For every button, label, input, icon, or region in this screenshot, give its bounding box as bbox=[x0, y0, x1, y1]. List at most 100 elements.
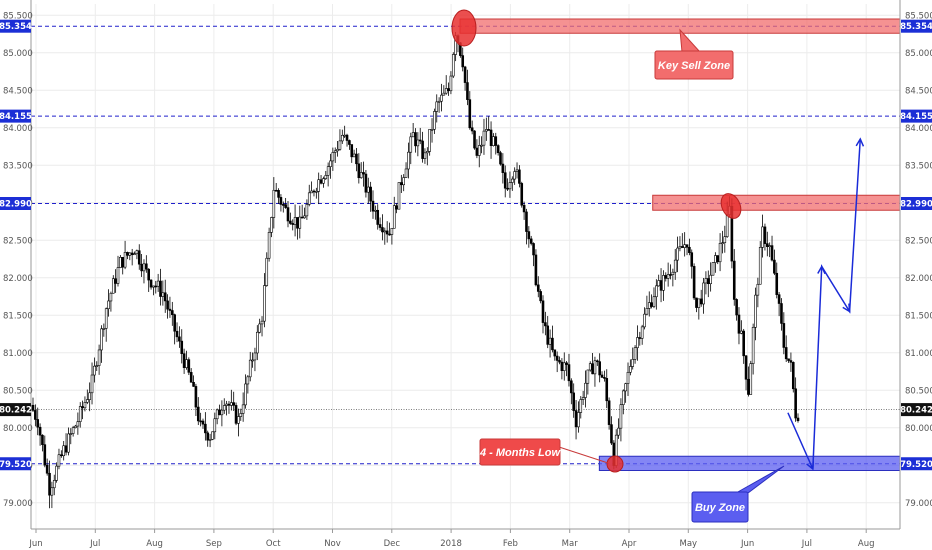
candle-body bbox=[676, 247, 679, 261]
candle-body bbox=[331, 152, 335, 162]
candle-body bbox=[43, 444, 47, 466]
candle-body bbox=[629, 366, 632, 373]
candle-body bbox=[536, 284, 540, 292]
candle-body bbox=[442, 92, 446, 96]
candle-body bbox=[272, 189, 276, 218]
candle-body bbox=[690, 252, 694, 267]
candle-body bbox=[36, 419, 40, 428]
candle-body bbox=[114, 278, 117, 284]
candle-body bbox=[147, 268, 150, 281]
y-tick-label-left: 80.500 bbox=[3, 386, 33, 396]
callout-box bbox=[654, 50, 734, 80]
candle-body bbox=[621, 390, 625, 405]
candle-body bbox=[485, 129, 488, 132]
candle-body bbox=[678, 246, 682, 249]
last-price-badge-right bbox=[901, 403, 932, 417]
candle-body bbox=[119, 256, 122, 268]
candle-body bbox=[716, 255, 720, 263]
callout-box bbox=[691, 491, 749, 523]
candle-body bbox=[529, 238, 533, 244]
candle-body bbox=[593, 360, 597, 375]
candle-body bbox=[185, 359, 188, 368]
candle-body bbox=[128, 252, 132, 256]
candle-body bbox=[683, 244, 686, 248]
candle-body bbox=[201, 420, 205, 425]
candle-body bbox=[640, 326, 644, 339]
candle-body bbox=[513, 171, 516, 180]
candle-body bbox=[461, 55, 465, 68]
candle-body bbox=[506, 187, 509, 190]
y-tick-label-left: 81.000 bbox=[3, 349, 33, 359]
candle-body bbox=[539, 291, 542, 302]
candle-body bbox=[725, 214, 729, 237]
candle-body bbox=[284, 204, 287, 208]
candle-body bbox=[673, 259, 677, 273]
candle-body bbox=[574, 410, 578, 428]
candle-body bbox=[780, 303, 783, 324]
candle-body bbox=[152, 285, 155, 288]
candle-body bbox=[586, 369, 590, 384]
candle-body bbox=[62, 445, 65, 457]
candle-body bbox=[551, 337, 554, 351]
y-tick-label-right: 82.000 bbox=[905, 274, 932, 284]
level-badge-left bbox=[0, 197, 31, 210]
candle-body bbox=[570, 380, 573, 394]
candle-body bbox=[97, 349, 101, 366]
candle-body bbox=[664, 275, 668, 279]
candle-body bbox=[652, 296, 656, 307]
level-badge-left-text: 82.990 bbox=[0, 200, 32, 210]
candle-body bbox=[428, 129, 431, 152]
candle-body bbox=[525, 211, 528, 232]
candle-body bbox=[501, 163, 505, 173]
candle-body bbox=[579, 399, 583, 413]
candle-body bbox=[473, 130, 476, 149]
y-tick-label-left: 84.500 bbox=[3, 86, 33, 96]
candle-body bbox=[409, 136, 413, 153]
candle-body bbox=[697, 298, 701, 308]
level-badge-right bbox=[901, 19, 932, 33]
candle-body bbox=[93, 365, 96, 376]
price-zones bbox=[459, 18, 901, 471]
candle-body bbox=[343, 134, 346, 137]
y-tick-label-right: 85.500 bbox=[905, 11, 932, 21]
candle-body bbox=[322, 178, 325, 184]
candle-body bbox=[213, 418, 217, 433]
x-tick-label: Dec bbox=[384, 539, 401, 549]
candle-body bbox=[107, 300, 110, 310]
candle-body bbox=[317, 179, 320, 192]
candle-body bbox=[515, 169, 519, 172]
candle-body bbox=[617, 427, 620, 436]
candle-body bbox=[45, 464, 49, 474]
x-tick-label: Aug bbox=[858, 539, 875, 549]
candle-body bbox=[411, 132, 415, 138]
candle-body bbox=[477, 145, 481, 156]
candle-body bbox=[520, 183, 524, 206]
markers bbox=[451, 9, 742, 473]
y-tick-label-left: 85.500 bbox=[3, 11, 33, 21]
candle-body bbox=[522, 204, 526, 213]
candle-body bbox=[211, 431, 214, 440]
candle-body bbox=[768, 245, 771, 247]
candle-body bbox=[175, 330, 179, 338]
candle-body bbox=[159, 280, 162, 297]
candle-body bbox=[326, 166, 330, 176]
candle-body bbox=[655, 285, 658, 298]
candle-body bbox=[544, 322, 547, 327]
candle-body bbox=[737, 314, 741, 334]
candle-body bbox=[718, 242, 722, 263]
candle-body bbox=[643, 313, 646, 328]
candle-body bbox=[166, 300, 169, 310]
candle-body bbox=[135, 250, 139, 255]
candle-body bbox=[60, 454, 63, 457]
x-tick-label: Oct bbox=[266, 539, 281, 549]
candle-body bbox=[605, 378, 609, 402]
candle-body bbox=[480, 144, 483, 147]
candle-body bbox=[286, 207, 290, 222]
candle-body bbox=[81, 406, 84, 409]
candle-body bbox=[475, 147, 479, 156]
arrowhead-final bbox=[855, 137, 865, 147]
candle-body bbox=[421, 140, 424, 159]
level-badge-right bbox=[901, 457, 932, 471]
candle-body bbox=[423, 152, 427, 159]
